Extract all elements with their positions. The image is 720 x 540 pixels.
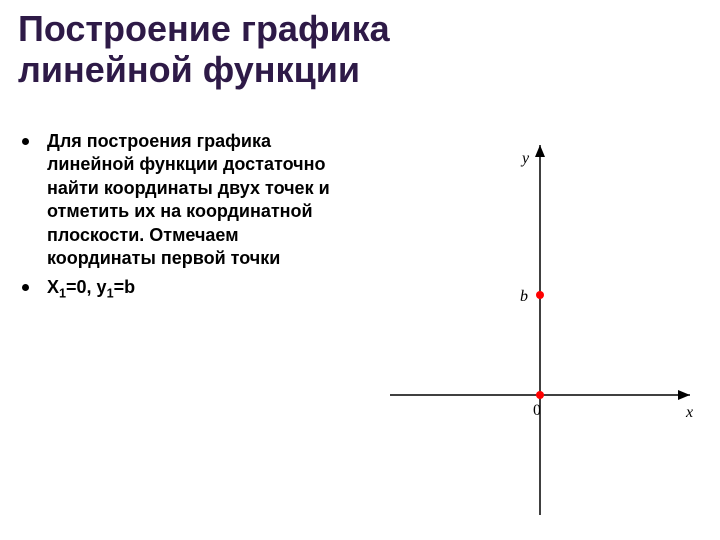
bullet-text-2: X1=0, y1=b	[47, 276, 135, 302]
coordinate-graph: y x 0 b	[370, 135, 700, 525]
slide-title: Построение графика линейной функции	[18, 8, 390, 91]
svg-text:b: b	[520, 288, 528, 305]
bullet-text-1: Для построения графика линейной функции …	[47, 130, 332, 270]
bullet-list: Для построения графика линейной функции …	[22, 130, 332, 308]
svg-text:x: x	[685, 404, 693, 421]
svg-text:0: 0	[533, 402, 541, 419]
bullet-icon	[22, 284, 29, 291]
title-line-2: линейной функции	[18, 49, 360, 90]
graph-svg: y x 0 b	[370, 135, 700, 525]
title-line-1: Построение графика	[18, 8, 390, 49]
bullet-icon	[22, 138, 29, 145]
svg-text:y: y	[520, 150, 530, 167]
list-item: X1=0, y1=b	[22, 276, 332, 302]
list-item: Для построения графика линейной функции …	[22, 130, 332, 270]
